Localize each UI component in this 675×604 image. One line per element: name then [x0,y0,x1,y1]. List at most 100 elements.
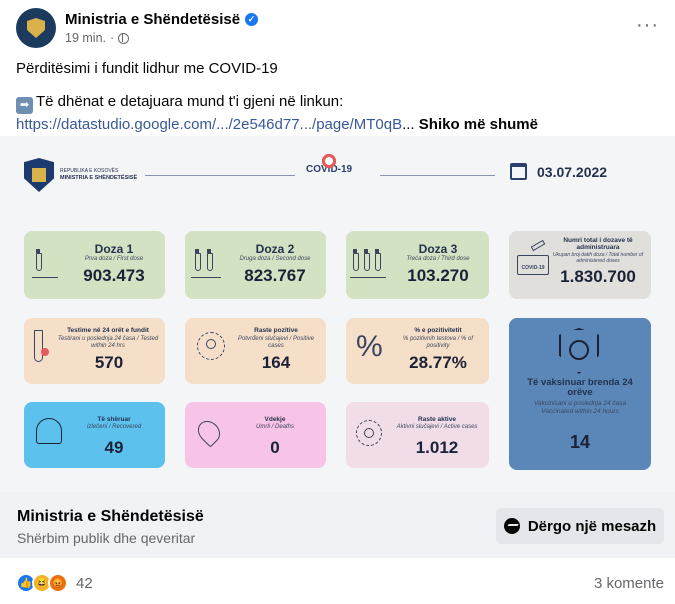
vaccinated-title: Të vaksinuar brenda 24 orëve [527,377,633,398]
link-ellipsis: ... [402,115,415,133]
deaths-value: 0 [270,438,280,457]
vaccinated-card: Të vaksinuar brenda 24 orëve Vakcinisani… [509,318,651,470]
vial-icon [375,249,381,271]
more-options-button[interactable]: ··· [636,14,659,36]
heartbeat-icon [193,416,225,448]
post-line-2: Të dhënat e detajuara mund t'i gjeni në … [36,93,344,110]
certificate-icon: COVID-19 [517,255,549,275]
person-head [206,339,216,349]
virus-icon [356,420,382,446]
vial-icon [364,249,370,271]
report-date: 03.07.2022 [537,163,608,180]
kosovo-crest-icon [24,158,54,192]
virus-dot-icon [41,348,49,356]
vial-icon [207,249,213,271]
positivity-title: % e pozitivitetit [414,327,462,334]
recovered-person-icon [36,418,62,444]
syringe-icon [530,239,546,252]
comments-count-link[interactable]: 3 komente [593,575,664,592]
positivity-sub: % pozitivnih testova / % of positivity [402,336,474,349]
dose3-card: Doza 3 Treća doza / Third dose 103.270 [346,231,489,299]
active-value: 1.012 [415,438,459,457]
post-text: Përditësimi i fundit lidhur me COVID-19 … [16,58,656,136]
dose1-sub: Prva doza / First dose [84,256,144,262]
ministry-label: REPUBLIKA E KOSOVËS MINISTRIA E SHËNDETË… [60,168,137,182]
vial-icon [36,249,42,271]
ministry-line-2: MINISTRIA E SHËNDETËSISË [60,175,138,181]
deaths-card: Vdekje Umrli / Deaths 0 [185,402,326,468]
deaths-title: Vdekje [264,416,286,423]
dose1-value: 903.473 [83,266,145,285]
recovered-card: Të shëruar Izlečeni / Recovered 49 [24,402,165,468]
total-sub: Ukupan broj datih doza / Total number of… [552,252,644,264]
messenger-icon [503,518,520,534]
verified-badge-icon: ✓ [245,13,259,26]
post-line-1: Përditësimi i fundit lidhur me COVID-19 [16,60,278,77]
covid-infographic[interactable]: REPUBLIKA E KOSOVËS MINISTRIA E SHËNDETË… [0,136,675,492]
tests-sub: Testirani u poslednja 24 časa / Tested w… [57,336,159,349]
person-icon [197,332,225,360]
dose1-card: Doza 1 Prva doza / First dose 903.473 [24,231,165,299]
send-message-button[interactable]: Dërgo një mesazh [496,508,664,544]
dose1-title: Doza 1 [94,242,134,256]
footer-page-name[interactable]: Ministria e Shëndetësisë [17,508,204,525]
total-title: Numri total i dozave të administruara [563,237,633,251]
angry-reaction-icon: 😡 [48,573,68,593]
vaccinated-sub: Vakcinisani u poslednja 24 časa Vaccinat… [533,400,627,415]
dose3-title: Doza 3 [418,242,458,256]
ministry-line-1: REPUBLIKA E KOSOVËS [60,168,119,174]
send-message-label: Dërgo një mesazh [527,517,657,535]
datastudio-link[interactable]: https://datastudio.google.com/.../2e546d… [16,115,403,133]
see-more-button[interactable]: Shiko më shumë [418,115,538,133]
total-value: 1.830.700 [560,267,636,286]
header-divider-left [145,175,295,176]
footer-page-category: Shërbim publik dhe qeveritar [17,530,196,546]
reaction-count: 42 [76,574,93,592]
dose2-title: Doza 2 [255,242,295,256]
reactions-summary[interactable]: 👍 😆 😡 42 [16,573,93,593]
recovered-title: Të shëruar [97,416,131,423]
recovered-sub: Izlečeni / Recovered [86,424,142,430]
shield-virus-icon [559,328,599,374]
positive-value: 164 [261,353,291,372]
page-avatar[interactable] [16,8,56,48]
positive-sub: Potvrđeni slučajevi / Positive cases [237,336,315,349]
active-title: Raste aktive [418,416,456,423]
vial-icon [195,249,201,271]
total-doses-card: COVID-19 Numri total i dozave të adminis… [509,231,651,299]
arrow-right-icon: ➡ [16,96,33,114]
virus-icon [320,152,338,170]
post-header: Ministria e Shëndetësisë ✓ 19 min. · [16,8,259,48]
vaccinated-value: 14 [569,432,591,452]
tests-title: Testime në 24 orët e fundit [67,327,149,334]
dose2-sub: Druga doza / Second dose [239,256,311,262]
tests-card: Testime në 24 orët e fundit Testirani u … [24,318,165,384]
globe-icon [118,32,130,44]
dose3-sub: Treća doza / Third dose [406,256,470,262]
dose3-value: 103.270 [407,266,469,285]
percent-icon: % [356,330,383,363]
page-name-link[interactable]: Ministria e Shëndetësisë [65,11,241,28]
test-tube-icon [34,330,43,362]
active-sub: Aktivni slučajevi / Active cases [396,424,478,430]
vial-icon [353,249,359,271]
calendar-icon [510,163,527,180]
positivity-value: 28.77% [409,353,467,372]
tests-value: 570 [94,353,124,372]
post-timestamp[interactable]: 19 min. [65,31,106,45]
recovered-value: 49 [104,438,124,457]
meta-separator: · [110,31,115,45]
positive-card: Raste pozitive Potvrđeni slučajevi / Pos… [185,318,326,384]
dose2-value: 823.767 [244,266,306,285]
header-divider-right [380,175,495,176]
positivity-card: % % e pozitivitetit % pozitivnih testova… [346,318,489,384]
active-card: Raste aktive Aktivni slučajevi / Active … [346,402,489,468]
crest-icon [27,18,45,38]
covid-logo: COVID-19 [306,152,352,175]
dose2-card: Doza 2 Druga doza / Second dose 823.767 [185,231,326,299]
virus-core [364,428,374,438]
virus-shield-inner [569,340,589,360]
post-meta: 19 min. · [65,31,258,45]
positive-title: Raste pozitive [254,327,298,334]
page-info-bar: Ministria e Shëndetësisë Shërbim publik … [0,492,675,558]
